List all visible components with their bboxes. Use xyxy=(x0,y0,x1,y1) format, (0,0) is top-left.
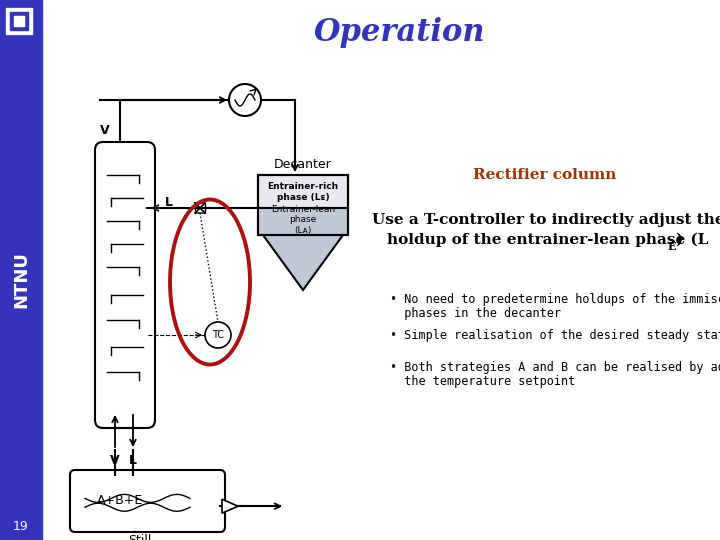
Text: Operation: Operation xyxy=(314,17,486,48)
Text: Still: Still xyxy=(129,535,152,540)
Text: L: L xyxy=(129,454,137,467)
Text: ): ) xyxy=(675,233,683,247)
Bar xyxy=(14,16,24,26)
Text: • Both strategies A and B can be realised by adjusting: • Both strategies A and B can be realise… xyxy=(390,361,720,375)
Polygon shape xyxy=(222,499,238,513)
Bar xyxy=(10,12,28,30)
Polygon shape xyxy=(263,235,343,290)
Text: phases in the decanter: phases in the decanter xyxy=(390,307,561,321)
Text: E: E xyxy=(667,241,676,253)
Text: 19: 19 xyxy=(13,521,29,534)
Text: L: L xyxy=(165,195,173,208)
Text: the temperature setpoint: the temperature setpoint xyxy=(390,375,575,388)
Text: V: V xyxy=(100,124,110,137)
Text: Rectifier column: Rectifier column xyxy=(473,168,617,182)
Text: V: V xyxy=(110,454,120,467)
Text: Use a T-controller to indirectly adjust the: Use a T-controller to indirectly adjust … xyxy=(372,213,720,227)
Bar xyxy=(6,8,32,34)
FancyBboxPatch shape xyxy=(95,142,155,428)
Text: holdup of the entrainer-lean phase (L: holdup of the entrainer-lean phase (L xyxy=(387,233,708,247)
FancyBboxPatch shape xyxy=(70,470,225,532)
Text: • Simple realisation of the desired steady state results: • Simple realisation of the desired stea… xyxy=(390,328,720,341)
Text: Entrainer-lean
phase
(Lᴀ): Entrainer-lean phase (Lᴀ) xyxy=(271,205,335,235)
Text: Decanter: Decanter xyxy=(274,159,332,172)
Text: • No need to predetermine holdups of the immiscible: • No need to predetermine holdups of the… xyxy=(390,294,720,307)
Bar xyxy=(258,175,348,208)
Circle shape xyxy=(205,322,231,348)
Bar xyxy=(0,0,42,540)
Text: Entrainer-rich
phase (Lᴇ): Entrainer-rich phase (Lᴇ) xyxy=(267,182,338,201)
Bar xyxy=(258,175,348,235)
Text: A+B+E: A+B+E xyxy=(97,495,143,508)
Bar xyxy=(258,208,348,235)
Text: TC: TC xyxy=(212,330,224,340)
Text: NTNU: NTNU xyxy=(12,252,30,308)
